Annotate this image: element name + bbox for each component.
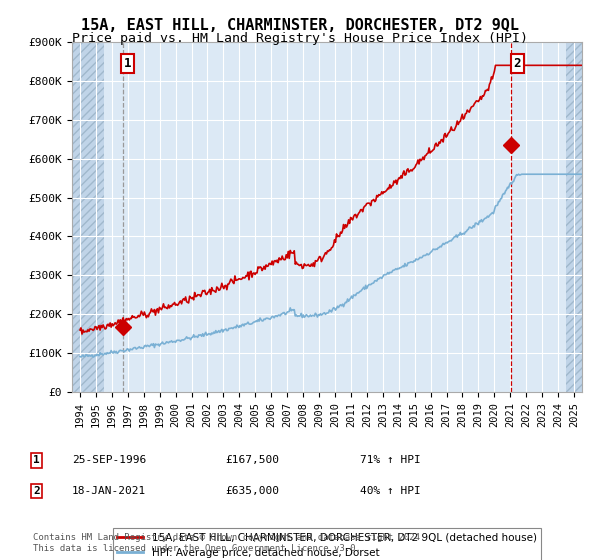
Text: £167,500: £167,500 xyxy=(225,455,279,465)
Text: Contains HM Land Registry data © Crown copyright and database right 2024.
This d: Contains HM Land Registry data © Crown c… xyxy=(33,533,425,553)
Text: £635,000: £635,000 xyxy=(225,486,279,496)
Text: 40% ↑ HPI: 40% ↑ HPI xyxy=(360,486,421,496)
Text: 1: 1 xyxy=(124,57,131,70)
Text: 25-SEP-1996: 25-SEP-1996 xyxy=(72,455,146,465)
Text: Price paid vs. HM Land Registry's House Price Index (HPI): Price paid vs. HM Land Registry's House … xyxy=(72,32,528,45)
Text: 15A, EAST HILL, CHARMINSTER, DORCHESTER, DT2 9QL: 15A, EAST HILL, CHARMINSTER, DORCHESTER,… xyxy=(81,18,519,33)
Bar xyxy=(566,42,582,392)
Text: 71% ↑ HPI: 71% ↑ HPI xyxy=(360,455,421,465)
Legend: 15A, EAST HILL, CHARMINSTER, DORCHESTER, DT2 9QL (detached house), HPI: Average : 15A, EAST HILL, CHARMINSTER, DORCHESTER,… xyxy=(113,528,541,560)
Text: 18-JAN-2021: 18-JAN-2021 xyxy=(72,486,146,496)
Bar xyxy=(72,42,104,392)
Text: 2: 2 xyxy=(33,486,40,496)
Text: 2: 2 xyxy=(514,57,521,70)
Text: 1: 1 xyxy=(33,455,40,465)
